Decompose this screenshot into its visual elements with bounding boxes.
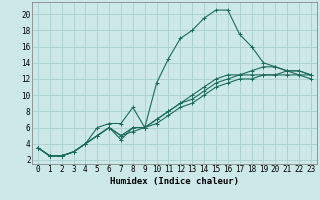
X-axis label: Humidex (Indice chaleur): Humidex (Indice chaleur) [110, 177, 239, 186]
